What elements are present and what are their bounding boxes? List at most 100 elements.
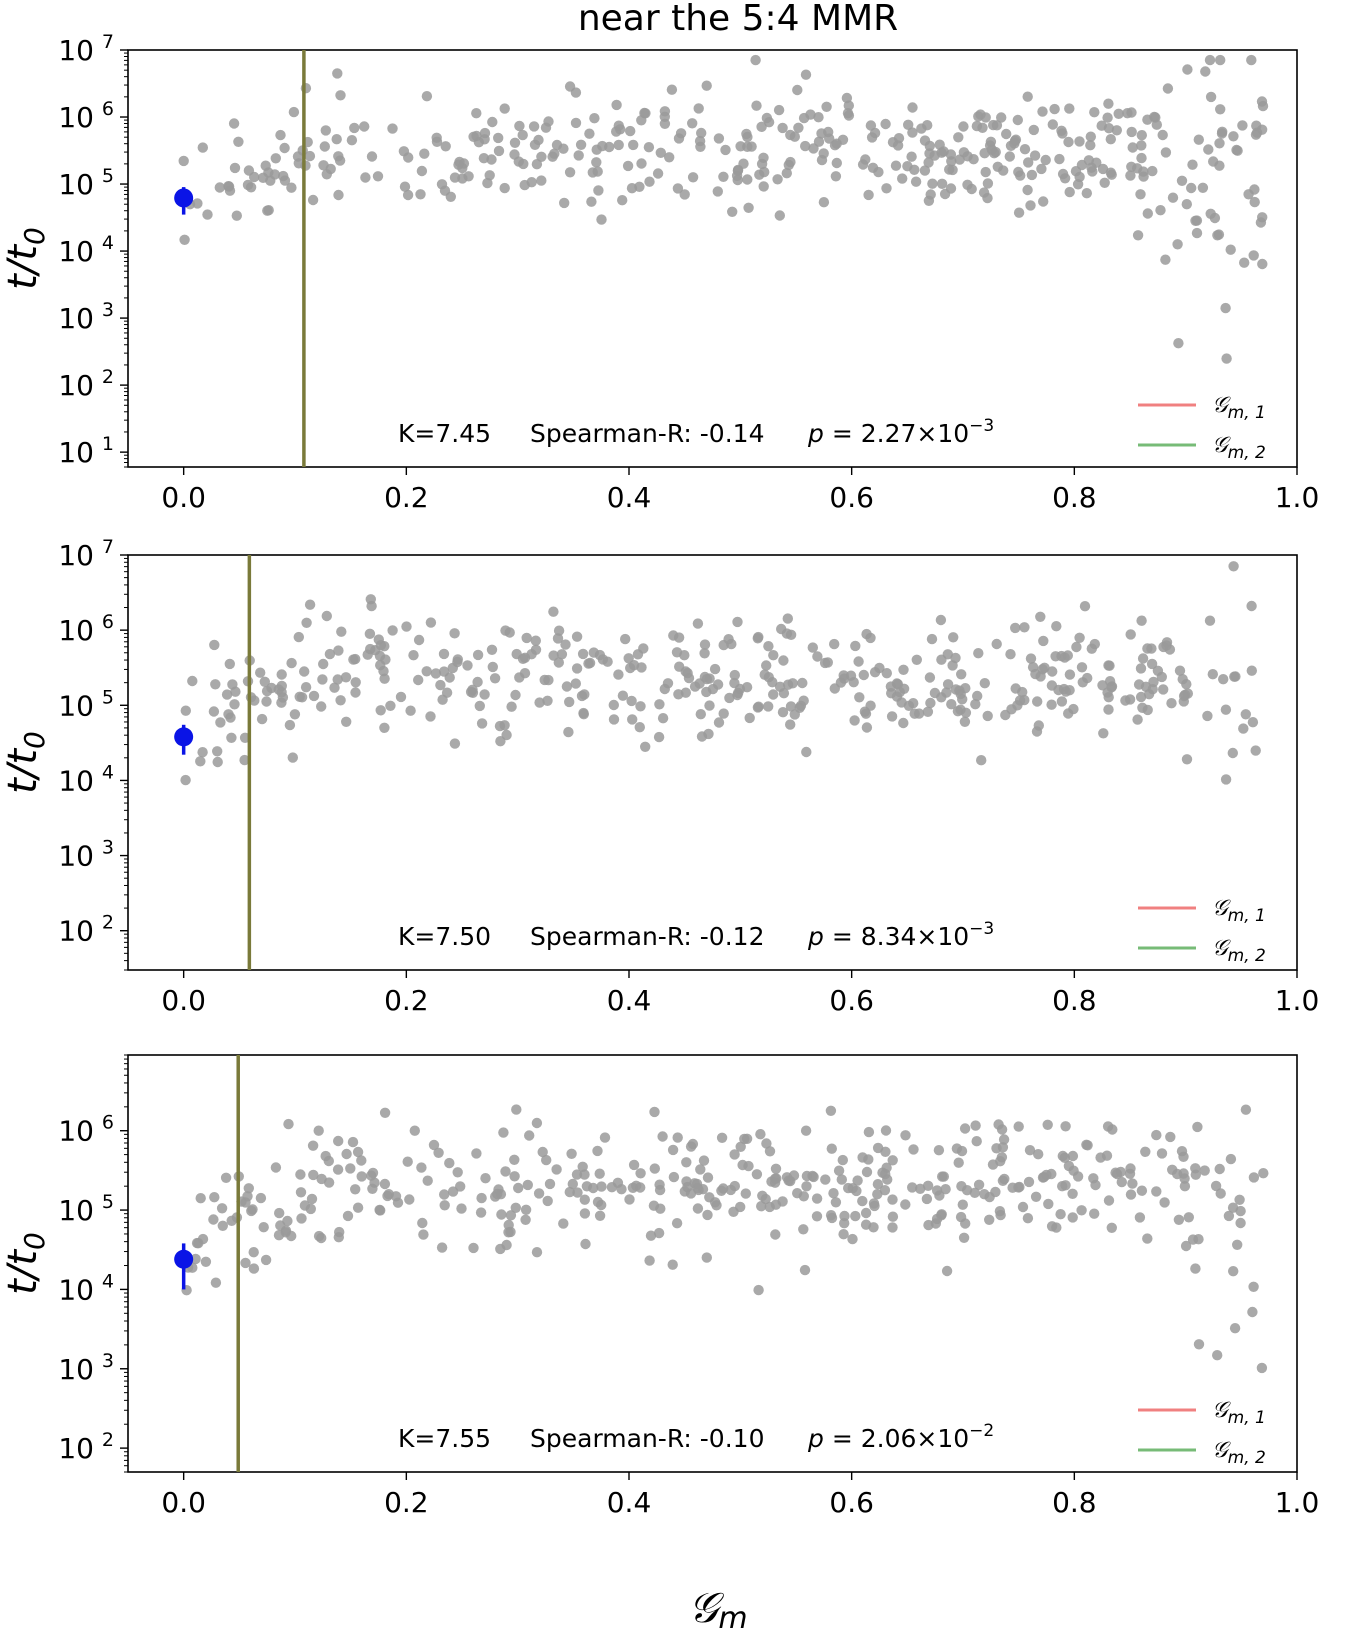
scatter-point [262,205,273,216]
scatter-point [1004,151,1015,162]
scatter-point [682,1181,693,1193]
scatter-point [356,1155,367,1166]
scatter-point [695,1164,706,1175]
scatter-point [1097,680,1108,691]
scatter-point [571,631,583,642]
scatter-point [455,1181,466,1192]
scatter-point [383,1189,394,1200]
scatter-point [1054,153,1065,165]
scatter-point [575,139,587,150]
x-tick-label: 0.2 [384,1486,429,1519]
scatter-point [880,1125,892,1136]
scatter-point [950,652,961,664]
scatter-point [1214,138,1225,149]
scatter-point [359,121,370,132]
scatter-point [634,722,645,733]
y-axis-label: t/t0 [0,731,51,794]
scatter-point [305,1203,316,1215]
scatter-point [308,690,320,702]
scatter-point [553,657,564,668]
scatter-point [1105,134,1117,145]
scatter-point [215,717,226,728]
scatter-point [1033,720,1045,731]
scatter-point [510,689,521,701]
scatter-point [813,136,825,147]
scatter-point [957,1199,968,1210]
scatter-point [892,679,904,690]
scatter-point [1202,710,1213,722]
scatter-point [1064,103,1075,114]
scatter-point [1190,1163,1201,1174]
scatter-point [416,165,428,177]
scatter-point [758,181,769,192]
scatter-point [701,1252,712,1263]
scatter-point [401,621,412,632]
scatter-point [320,1150,331,1162]
scatter-point [1187,159,1198,170]
scatter-point [1025,653,1037,664]
y-tick-label: 10 [58,235,94,268]
scatter-point [1046,699,1057,710]
scatter-point [1070,166,1082,177]
scatter-point [1159,1197,1170,1208]
scatter-point [674,661,685,672]
scatter-point [399,181,411,192]
scatter-point [984,1191,995,1203]
scatter-point [820,1174,831,1185]
scatter-point [798,1191,809,1202]
scatter-point [1049,103,1060,115]
scatter-point [324,648,336,660]
scatter-point [1077,677,1089,688]
scatter-point [673,632,685,643]
scatter-point [1137,653,1149,664]
scatter-point [942,679,954,690]
scatter-point [1057,168,1069,180]
scatter-point [509,137,521,148]
scatter-point [541,1154,552,1166]
scatter-point [1181,754,1193,765]
scatter-point [704,700,715,711]
scatter-point [421,91,433,102]
scatter-point [279,142,290,154]
scatter-point [1207,669,1219,680]
scatter-point [977,122,988,133]
scatter-point [1215,104,1226,115]
scatter-point [865,700,876,711]
scatter-point [1136,140,1147,151]
scatter-point [1190,215,1201,226]
scatter-point [732,689,743,701]
scatter-point [304,599,316,610]
y-tick-exponent: 2 [102,366,114,388]
scatter-point [1151,1186,1162,1197]
scatter-point [666,84,678,95]
scatter-point [468,1242,479,1254]
scatter-point [375,705,386,716]
y-tick-exponent: 6 [102,1112,114,1134]
scatter-point [1120,695,1131,706]
scatter-point [959,1123,971,1134]
scatter-point [893,133,905,144]
scatter-point [295,1187,307,1198]
scatter-point [197,142,208,153]
x-tick-label: 0.0 [161,1486,206,1519]
scatter-point [782,613,793,624]
scatter-point [403,152,414,163]
scatter-point [907,102,918,113]
scatter-point [813,112,824,123]
scatter-point [768,689,779,700]
scatter-point [681,1157,692,1168]
scatter-point [421,666,432,677]
scatter-point [936,1210,947,1221]
scatter-point [561,681,573,692]
scatter-point [980,166,991,178]
scatter-point [265,175,276,186]
scatter-point [367,1183,378,1195]
scatter-point [801,1181,812,1192]
scatter-point [879,1185,891,1196]
scatter-point [753,701,764,712]
scatter-point [1090,1179,1101,1191]
scatter-point [500,1166,511,1177]
scatter-point [849,715,860,726]
scatter-point [520,1214,531,1226]
scatter-point [701,673,713,685]
